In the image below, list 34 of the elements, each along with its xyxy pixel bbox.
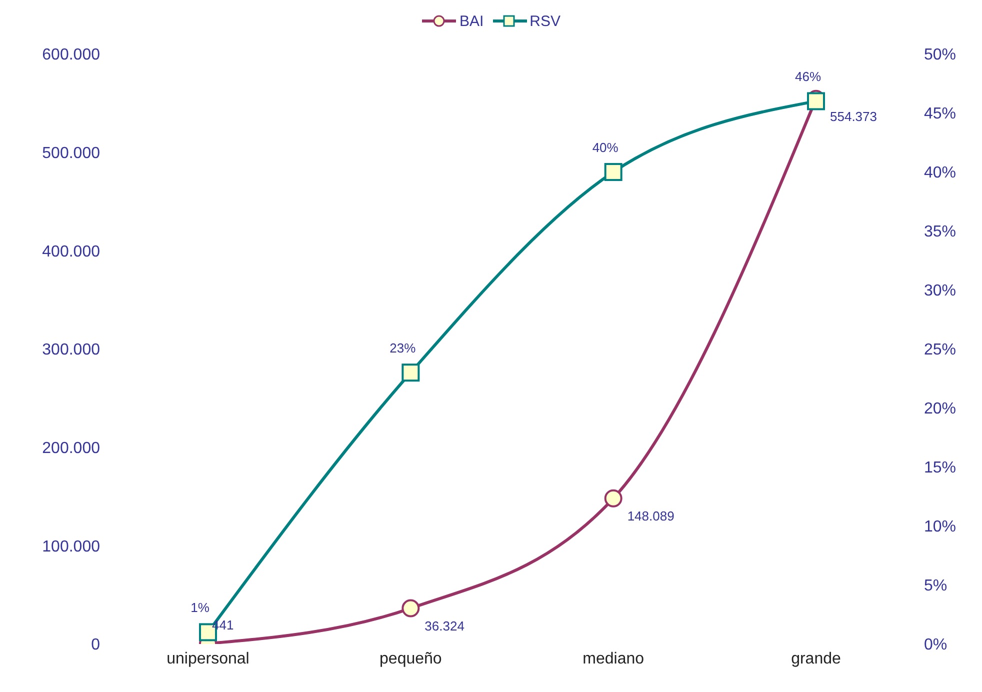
y2-tick-label: 35%	[924, 224, 956, 241]
y2-tick-label: 5%	[924, 578, 948, 595]
y2-tick-label: 40%	[924, 164, 956, 182]
y-tick-label: 400.000	[42, 243, 100, 260]
data-label: 36.324	[424, 618, 464, 634]
x-tick-label: mediano	[582, 650, 644, 668]
data-label: 40%	[592, 140, 619, 155]
data-label: 554.373	[830, 108, 877, 124]
point	[402, 364, 420, 382]
data-label: 46%	[794, 69, 822, 84]
y-tick-label: 600.000	[42, 46, 100, 64]
point	[604, 163, 622, 181]
data-label: 148.089	[627, 508, 674, 524]
y-tick-label: 300.000	[42, 342, 100, 359]
data-label: 23%	[390, 340, 416, 356]
y2-tick-label: 45%	[924, 106, 956, 123]
x-tick-label: unipersonal	[166, 650, 250, 668]
x-tick-label: pequeño	[380, 650, 442, 668]
y2-tick-label: 15%	[924, 460, 956, 477]
y-tick-label: 500.000	[42, 145, 100, 162]
legend-label: RSV	[530, 12, 561, 30]
y-tick-label: 0	[91, 636, 100, 654]
y2-tick-label: 10%	[924, 518, 956, 536]
y2-tick-label: 0%	[924, 636, 948, 654]
y2-tick-label: 25%	[924, 342, 956, 359]
y-tick-label: 100.000	[42, 538, 100, 556]
legend-label: BAI	[459, 12, 484, 30]
y-tick-label: 200.000	[42, 440, 100, 458]
y2-tick-label: 50%	[924, 46, 956, 64]
data-label: 1%	[190, 600, 210, 616]
x-tick-label: grande	[791, 650, 842, 668]
y2-tick-label: 20%	[924, 400, 956, 418]
y2-tick-label: 30%	[924, 282, 956, 300]
point	[807, 92, 825, 110]
